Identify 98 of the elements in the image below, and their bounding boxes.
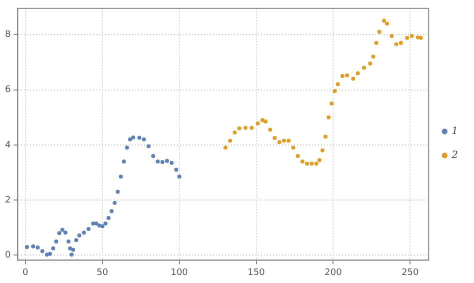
point	[48, 252, 52, 256]
point	[326, 115, 331, 120]
point	[106, 216, 111, 220]
point	[170, 160, 174, 165]
point	[128, 137, 132, 142]
point	[300, 159, 304, 164]
point	[264, 119, 268, 124]
point	[74, 238, 78, 242]
point	[356, 71, 360, 76]
point	[86, 227, 91, 232]
point	[291, 146, 296, 150]
point	[232, 130, 237, 135]
point	[77, 233, 82, 238]
point	[112, 200, 117, 205]
point	[394, 42, 398, 46]
point	[250, 126, 254, 130]
point	[54, 239, 58, 244]
point	[160, 160, 164, 164]
point	[320, 148, 324, 152]
point	[122, 159, 126, 164]
point	[296, 154, 300, 158]
point	[146, 144, 151, 148]
point	[60, 228, 64, 232]
point	[31, 244, 36, 248]
x-tick-label: 250	[402, 268, 420, 278]
point	[340, 74, 344, 78]
point	[237, 126, 242, 130]
point	[66, 239, 71, 244]
point	[244, 126, 248, 130]
point	[336, 82, 340, 86]
point	[223, 146, 228, 150]
point	[63, 230, 68, 235]
point	[151, 154, 156, 158]
point	[51, 246, 56, 250]
point	[24, 244, 29, 249]
point	[332, 89, 337, 94]
point	[371, 54, 376, 59]
point	[418, 36, 423, 40]
point	[40, 249, 44, 254]
point	[286, 138, 291, 143]
point	[314, 162, 318, 166]
point	[142, 137, 146, 142]
point	[374, 40, 378, 45]
legend-label: 1	[452, 126, 458, 138]
point	[260, 118, 264, 122]
point	[57, 231, 62, 236]
point	[305, 162, 310, 166]
point	[70, 252, 74, 257]
x-tick-label: 150	[248, 268, 266, 278]
point	[282, 138, 286, 143]
point	[330, 102, 334, 106]
point	[324, 134, 328, 139]
point	[165, 158, 170, 163]
y-tick-label: 6	[4, 85, 11, 96]
point	[272, 136, 277, 140]
point	[103, 222, 108, 226]
point	[368, 62, 372, 66]
point	[118, 174, 123, 179]
point	[137, 136, 142, 140]
point	[100, 224, 104, 228]
point	[174, 168, 178, 172]
point	[91, 222, 96, 226]
y-tick-label: 8	[4, 30, 11, 40]
x-tick-label: 0	[22, 268, 29, 278]
point	[377, 30, 382, 34]
x-tick-label: 100	[170, 268, 188, 278]
point	[382, 18, 386, 23]
point	[310, 162, 314, 166]
point	[405, 36, 410, 40]
y-tick-label: 2	[4, 195, 11, 206]
point	[398, 40, 403, 45]
point	[277, 140, 282, 144]
point	[362, 66, 366, 70]
point	[68, 246, 72, 250]
point	[131, 135, 136, 140]
point	[317, 158, 322, 162]
point	[110, 209, 114, 214]
point	[410, 34, 414, 38]
y-tick-label: 0	[4, 250, 11, 261]
point	[345, 73, 350, 78]
y-tick-label: 4	[4, 140, 11, 150]
point	[256, 121, 260, 126]
point	[177, 174, 182, 179]
point	[351, 76, 356, 81]
point	[385, 22, 390, 26]
point	[156, 159, 160, 164]
point	[82, 230, 86, 235]
point	[228, 138, 232, 143]
point	[116, 190, 120, 194]
x-tick-label: 200	[324, 268, 342, 278]
point	[94, 222, 98, 226]
point	[36, 246, 40, 250]
point	[124, 146, 129, 150]
legend-label: 2	[450, 150, 458, 162]
x-tick-label: 50	[96, 268, 108, 278]
point	[268, 128, 272, 132]
point	[390, 34, 394, 38]
point	[71, 248, 76, 252]
